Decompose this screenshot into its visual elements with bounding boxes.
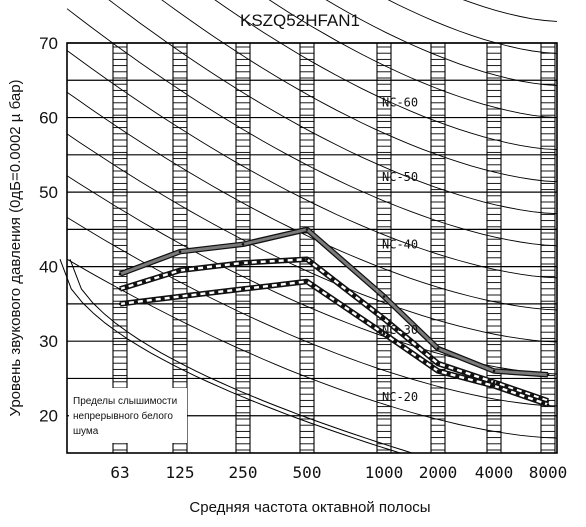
y-tick-label: 70 [39, 34, 58, 53]
nc-label-1: NC-60 [382, 96, 418, 110]
series-point [306, 228, 309, 231]
x-axis-label: Средняя частота октавной полосы [189, 499, 430, 516]
y-tick-label: 50 [39, 183, 58, 202]
series-point [547, 403, 550, 406]
series-point [437, 370, 440, 373]
x-tick-label: 125 [166, 463, 195, 482]
nc-label-2: NC-50 [382, 170, 418, 184]
series-point [383, 318, 386, 321]
nc-label-4: NC-30 [382, 323, 418, 337]
series-point [383, 295, 386, 298]
x-tick-label: 250 [229, 463, 258, 482]
series-point [493, 370, 496, 373]
y-tick-label: 30 [39, 332, 58, 351]
series-point [242, 243, 245, 246]
series-point [306, 280, 309, 283]
y-tick-label: 40 [39, 258, 58, 277]
series-point [493, 385, 496, 388]
x-tick-label: 63 [110, 463, 129, 482]
x-tick-label: 4000 [475, 463, 514, 482]
x-tick-label: 1000 [365, 463, 404, 482]
series-point [179, 269, 182, 272]
series-point [306, 258, 309, 261]
series-point [119, 273, 122, 276]
series-point [242, 288, 245, 291]
series-point [179, 250, 182, 253]
chart-title: KSZQ52HFAN1 [240, 11, 360, 30]
series-point [119, 303, 122, 306]
annotation-line-2: непрерывного белого [73, 410, 173, 422]
series-point [179, 295, 182, 298]
annotation-line-1: Пределы слышимости [73, 396, 177, 407]
x-tick-label: 2000 [419, 463, 458, 482]
y-tick-label: 20 [39, 407, 58, 426]
annotation-line-3: шума [73, 426, 99, 437]
nc-label-3: NC-40 [382, 237, 418, 251]
series-point [437, 347, 440, 350]
y-tick-label: 60 [39, 109, 58, 128]
x-tick-label: 8000 [529, 463, 568, 482]
series-point [437, 362, 440, 365]
series-point [119, 288, 122, 291]
y-axis-label: Уровень звукового давления (0дБ=0.0002 µ… [7, 79, 24, 416]
nc-label-5: NC-20 [382, 390, 418, 404]
x-tick-label: 500 [293, 463, 322, 482]
series-point [547, 373, 550, 376]
series-point [242, 262, 245, 265]
